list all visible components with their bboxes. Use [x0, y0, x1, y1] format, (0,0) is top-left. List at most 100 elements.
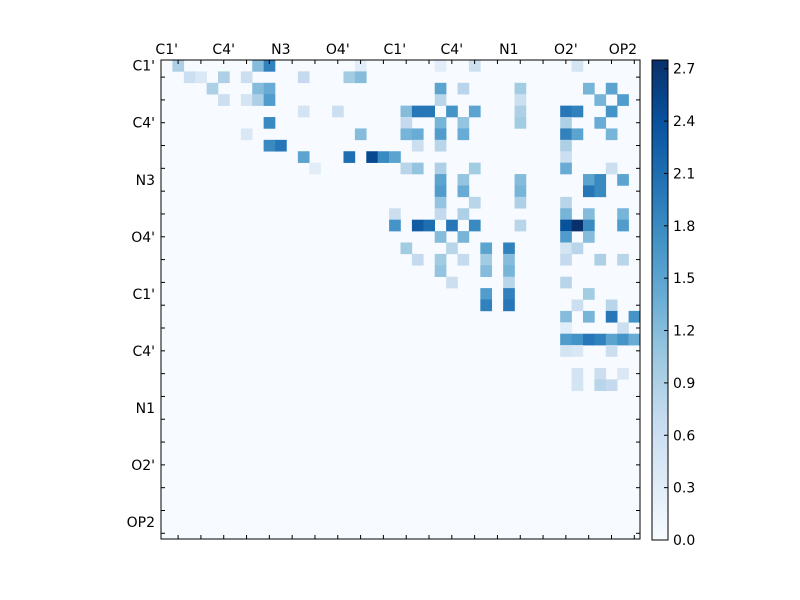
- heatmap-cell: [617, 174, 629, 186]
- heatmap-cell: [514, 105, 527, 118]
- heatmap-cell: [423, 105, 436, 118]
- heatmap-cell: [434, 253, 447, 266]
- heatmap-cell: [275, 139, 287, 152]
- y-tick-label: C4': [132, 344, 155, 360]
- heatmap-cell: [468, 105, 481, 118]
- heatmap-cell: [446, 276, 458, 289]
- heatmap-cell: [560, 253, 572, 266]
- heatmap-cell: [434, 265, 447, 277]
- heatmap-cell: [594, 117, 607, 129]
- heatmap-cell: [389, 208, 401, 220]
- heatmap-cell: [617, 219, 629, 232]
- heatmap-cell: [582, 185, 595, 198]
- heatmap-cell: [400, 128, 413, 141]
- x-tick-label: N1: [499, 42, 518, 58]
- heatmap-cell: [628, 310, 641, 323]
- heatmap-cell: [571, 299, 584, 312]
- heatmap-cell: [457, 128, 470, 141]
- heatmap-cell: [503, 288, 515, 300]
- heatmap-cell: [411, 162, 424, 175]
- heatmap-cell: [411, 219, 424, 232]
- heatmap-cell: [594, 367, 607, 380]
- heatmap-cell: [594, 253, 607, 266]
- heatmap-cell: [582, 208, 595, 220]
- heatmap-cell: [195, 71, 207, 84]
- heatmap-cell: [594, 94, 607, 106]
- heatmap-cell: [560, 276, 572, 289]
- heatmap-cell: [560, 333, 572, 346]
- heatmap-cell: [605, 299, 618, 312]
- heatmap-cell: [252, 82, 264, 95]
- heatmap-cell: [263, 139, 276, 152]
- heatmap-cell: [457, 208, 470, 220]
- heatmap-cell: [343, 151, 356, 163]
- heatmap-cell: [434, 128, 447, 141]
- heatmap-cell: [434, 94, 447, 106]
- heatmap-cell: [457, 231, 470, 243]
- heatmap-cell: [605, 333, 618, 346]
- colorbar-tick-label: 1.2: [673, 324, 695, 340]
- heatmap-cell: [514, 219, 527, 232]
- heatmap-cell: [605, 345, 618, 357]
- heatmap-cell: [571, 128, 584, 141]
- heatmap-cell: [560, 322, 572, 335]
- heatmap-cell: [617, 367, 629, 380]
- heatmap-cell: [446, 105, 458, 118]
- heatmap-cell: [503, 242, 515, 255]
- x-tick-labels: C1' C4' N3 O4' C1' C4' N1 O2' OP2: [155, 42, 637, 58]
- heatmap-cell: [582, 333, 595, 346]
- heatmap-cell: [263, 60, 276, 72]
- heatmap-cells: [161, 60, 641, 539]
- heatmap-cell: [411, 128, 424, 141]
- heatmap-cell: [240, 94, 253, 106]
- heatmap-cell: [617, 94, 629, 106]
- heatmap-cell: [594, 185, 607, 198]
- heatmap-cell: [309, 162, 321, 175]
- heatmap-cell: [366, 151, 378, 163]
- heatmap-cell: [400, 117, 413, 129]
- heatmap-cell: [297, 105, 310, 118]
- heatmap-cell: [571, 333, 584, 346]
- heatmap-cell: [389, 219, 401, 232]
- heatmap-cell: [172, 60, 185, 72]
- heatmap-cell: [605, 379, 618, 392]
- heatmap-cell: [457, 185, 470, 198]
- heatmap-cell: [514, 117, 527, 129]
- heatmap-cell: [560, 128, 572, 141]
- heatmap-cell: [560, 242, 572, 255]
- heatmap-cell: [411, 105, 424, 118]
- heatmap-cell: [628, 333, 641, 346]
- heatmap-cell: [457, 117, 470, 129]
- heatmap-cell: [457, 82, 470, 95]
- heatmap-cell: [503, 299, 515, 312]
- heatmap-cell: [571, 367, 584, 380]
- y-tick-labels: C1' C4' N3 O4' C1' C4' N1 O2' OP2: [127, 59, 155, 531]
- heatmap-cell: [480, 265, 493, 277]
- heatmap-cell: [560, 162, 572, 175]
- heatmap-cell: [571, 345, 584, 357]
- heatmap-cell: [560, 219, 572, 232]
- heatmap-cell: [605, 105, 618, 118]
- colorbar-tick-label: 2.1: [673, 167, 695, 183]
- heatmap-cell: [503, 265, 515, 277]
- heatmap-cell: [617, 208, 629, 220]
- heatmap-cell: [354, 60, 367, 72]
- heatmap-cell: [411, 253, 424, 266]
- heatmap-cell: [605, 82, 618, 95]
- heatmap-cell: [343, 71, 356, 84]
- heatmap-cell: [582, 288, 595, 300]
- heatmap-cell: [560, 310, 572, 323]
- heatmap-cell: [252, 94, 264, 106]
- heatmap-cell: [594, 379, 607, 392]
- heatmap-cell: [480, 242, 493, 255]
- heatmap-cell: [263, 82, 276, 95]
- heatmap-cell: [594, 174, 607, 186]
- heatmap-cell: [400, 105, 413, 118]
- x-tick-label: C4': [212, 42, 235, 58]
- heatmap-cell: [605, 162, 618, 175]
- heatmap-cell: [582, 174, 595, 186]
- y-tick-label: C4': [132, 116, 155, 132]
- plot-frame: [160, 59, 641, 540]
- heatmap-cell: [263, 117, 276, 129]
- heatmap-cell: [218, 71, 230, 84]
